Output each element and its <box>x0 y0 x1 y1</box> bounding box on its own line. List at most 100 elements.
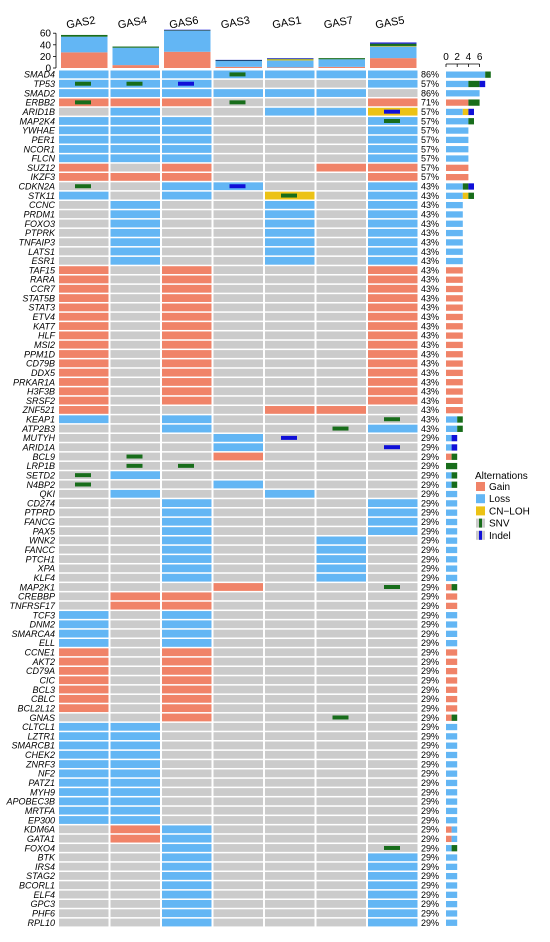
percent-label-wnk2: 29% <box>421 536 439 546</box>
cell-tnfaip3-gas5 <box>368 238 418 247</box>
top-bar-GAS6-gain <box>164 51 211 68</box>
cell-bcl2l12-gas7 <box>316 704 366 713</box>
cell-tcf3-gas6 <box>162 611 212 619</box>
cell-setd2-gas1 <box>265 471 315 480</box>
cell-ccne1-gas7 <box>316 648 366 657</box>
cell-stk11-gas7 <box>316 191 366 200</box>
cell-cblc-gas4 <box>110 694 160 703</box>
cell-smad2-gas6 <box>162 89 212 97</box>
cell-prdm1-gas6 <box>162 210 212 219</box>
cell-klf4-gas2 <box>59 573 109 582</box>
right-bar-dnm2-loss <box>446 621 458 628</box>
right-bar-ell-loss <box>446 640 458 647</box>
right-bar-gata1-loss <box>451 835 458 843</box>
cell-lats1-gas1 <box>265 247 315 256</box>
cell-ell-gas1 <box>265 639 315 647</box>
percent-label-gnas: 29% <box>421 713 439 723</box>
gene-label-cdkn2a: CDKN2A <box>18 182 55 192</box>
right-bar-cblc-gain <box>446 695 458 703</box>
cell-lrp1b-gas7 <box>316 461 366 470</box>
cell-smad4-gas6 <box>162 70 212 79</box>
cell-ccnc-gas7 <box>316 200 366 209</box>
cell-prdm1-gas5 <box>368 210 418 219</box>
gene-label-tnfrsf17: TNFRSF17 <box>9 601 56 611</box>
cell-dnm2-gas2 <box>59 620 109 629</box>
top-bar-GAS1-cn-loh <box>267 59 314 61</box>
top-bar-GAS7-snv <box>318 58 365 60</box>
cell-map2k4-gas4 <box>110 117 160 125</box>
cell-erbb2-gas6 <box>162 98 212 107</box>
gene-label-cd79b: CD79B <box>26 359 55 369</box>
cell-btk-gas5 <box>368 853 418 862</box>
cell-flcn-gas5 <box>368 154 418 163</box>
cell-tnfaip3-gas7 <box>316 238 366 247</box>
percent-label-tnfaip3: 43% <box>421 237 439 247</box>
cell-bcl9-gas2 <box>59 452 109 461</box>
cell-akt2-gas6 <box>162 657 212 666</box>
cell-btk-gas4 <box>110 853 160 862</box>
gene-label-map2k1: MAP2K1 <box>19 582 55 592</box>
cell-ddx5-gas5 <box>368 368 418 377</box>
cell-erbb2-gas4 <box>110 98 160 107</box>
cell-tnfaip3-gas2 <box>59 238 109 247</box>
cell-ccnc-gas1 <box>265 200 315 209</box>
percent-label-cd274: 29% <box>421 498 439 508</box>
cell-prkar1a-gas3 <box>213 378 263 386</box>
cell-lztr1-gas3 <box>213 732 263 741</box>
right-bar-lrp1b-snv <box>446 462 458 470</box>
cell-bcl9-gas3 <box>213 452 263 461</box>
cell-akt2-gas3 <box>213 657 263 666</box>
mutation-bcl9-gas4 <box>126 454 143 459</box>
cell-ywhae-gas1 <box>265 126 315 135</box>
cell-wnk2-gas3 <box>213 536 263 545</box>
percent-label-cd79b: 43% <box>421 359 439 369</box>
cell-phf6-gas6 <box>162 909 212 918</box>
cell-foxo4-gas6 <box>162 844 212 852</box>
percent-label-taf15: 43% <box>421 265 439 275</box>
cell-ncor1-gas7 <box>316 145 366 153</box>
cell-bcorl1-gas7 <box>316 881 366 890</box>
cell-znf521-gas1 <box>265 406 315 414</box>
cell-bcorl1-gas3 <box>213 881 263 890</box>
cell-ikzf3-gas6 <box>162 173 212 181</box>
cell-dnm2-gas6 <box>162 620 212 629</box>
gene-labels: SMAD4TP53SMAD2ERBB2ARID1BMAP2K4YWHAEPER1… <box>5 70 56 928</box>
cell-tnfaip3-gas1 <box>265 238 315 247</box>
cell-rpl10-gas2 <box>59 918 109 927</box>
cell-kdm6a-gas2 <box>59 825 109 834</box>
gene-label-n4bp2: N4BP2 <box>26 480 55 490</box>
percent-label-ptprk: 43% <box>421 228 439 238</box>
percent-label-foxo4: 29% <box>421 843 439 853</box>
cell-patz1-gas7 <box>316 778 366 787</box>
percent-label-patz1: 29% <box>421 778 439 788</box>
right-bar-srsf2-gain <box>446 397 463 404</box>
cell-atp2b3-gas4 <box>110 424 160 433</box>
cell-gpc3-gas1 <box>265 899 315 908</box>
cell-qki-gas4 <box>110 489 160 498</box>
cell-stk11-gas2 <box>59 191 109 200</box>
cell-etv4-gas7 <box>316 312 366 321</box>
cell-ppm1d-gas5 <box>368 350 418 358</box>
cell-n4bp2-gas4 <box>110 480 160 489</box>
cell-stat3-gas4 <box>110 303 160 312</box>
cell-suz12-gas3 <box>213 163 263 172</box>
percent-label-dnm2: 29% <box>421 620 439 630</box>
cell-gpc3-gas6 <box>162 899 212 908</box>
cell-ep300-gas4 <box>110 816 160 824</box>
mutation-n4bp2-gas2 <box>75 482 91 487</box>
cell-bcorl1-gas1 <box>265 881 315 890</box>
cell-tcf3-gas3 <box>213 611 263 619</box>
gene-label-etv4: ETV4 <box>32 312 55 322</box>
right-bar-chek2-loss <box>446 751 458 759</box>
cell-stat3-gas5 <box>368 303 418 312</box>
cell-irs4-gas2 <box>59 862 109 871</box>
right-bar-atp2b3-snv <box>457 425 463 432</box>
cell-arid1a-gas1 <box>265 443 315 452</box>
cell-ddx5-gas6 <box>162 368 212 377</box>
cell-qki-gas7 <box>316 489 366 498</box>
right-bar-rara-gain <box>446 276 463 283</box>
percent-label-n4bp2: 29% <box>421 480 439 490</box>
cell-ccnc-gas4 <box>110 200 160 209</box>
cell-nf2-gas4 <box>110 769 160 778</box>
sample-label-gas3: GAS3 <box>220 15 251 32</box>
